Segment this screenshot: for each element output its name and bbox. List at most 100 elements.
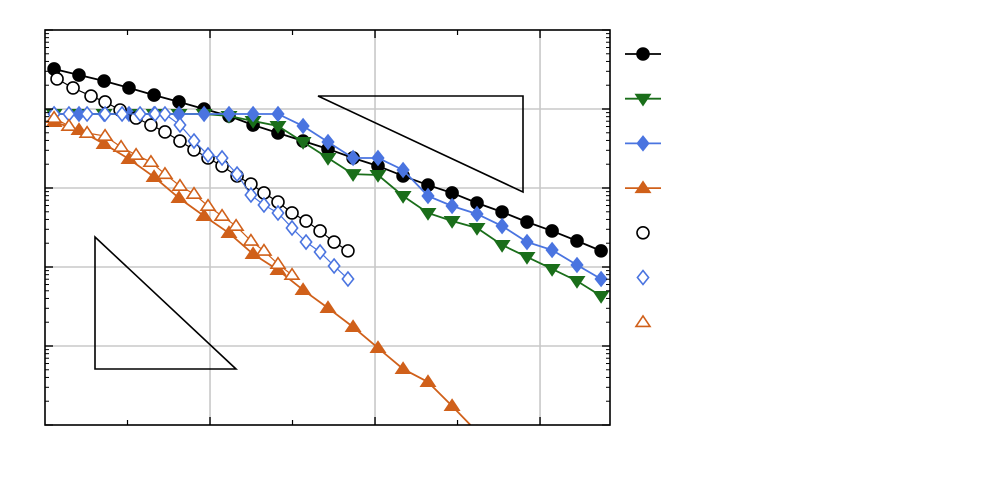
marker (570, 234, 584, 248)
marker (142, 154, 160, 168)
marker (443, 216, 461, 229)
slope-triangle (94, 235, 239, 370)
marker (227, 218, 245, 232)
marker (344, 319, 362, 332)
marker (215, 149, 229, 167)
marker (173, 116, 187, 134)
legend-marker (634, 93, 652, 107)
marker (419, 207, 437, 221)
marker (97, 74, 111, 88)
marker (170, 190, 188, 204)
marker (543, 263, 561, 277)
legend-marker (634, 314, 652, 328)
marker (468, 222, 486, 236)
marker (445, 197, 459, 215)
marker (95, 136, 113, 149)
marker (327, 235, 341, 249)
marker (80, 105, 94, 123)
marker (592, 290, 610, 304)
marker (396, 161, 410, 179)
marker (341, 270, 355, 288)
marker (299, 214, 313, 228)
marker (371, 149, 385, 167)
marker (96, 128, 114, 142)
marker (158, 125, 172, 139)
marker (195, 208, 213, 222)
marker (122, 81, 136, 95)
marker (187, 132, 201, 150)
marker (570, 256, 584, 274)
marker (158, 105, 172, 123)
legend-marker (636, 226, 650, 240)
marker (443, 398, 461, 411)
marker (470, 205, 484, 223)
marker (197, 105, 211, 123)
marker (199, 198, 217, 211)
marker (78, 125, 96, 138)
legend-marker (636, 135, 650, 152)
marker (171, 178, 189, 192)
marker (127, 147, 145, 160)
marker (271, 105, 285, 123)
marker (244, 186, 258, 204)
marker (222, 105, 236, 123)
marker (445, 186, 459, 200)
ticks (45, 29, 610, 426)
marker (173, 134, 187, 148)
marker (271, 204, 285, 222)
marker (419, 374, 437, 388)
marker (327, 257, 341, 275)
marker (321, 133, 335, 151)
marker (493, 239, 511, 253)
marker (344, 169, 362, 182)
marker (156, 166, 174, 180)
marker (50, 72, 64, 86)
marker (568, 275, 586, 289)
marker (66, 81, 80, 95)
marker (341, 244, 355, 258)
marker (133, 105, 147, 123)
marker (147, 88, 161, 102)
marker (257, 196, 271, 214)
marker (594, 270, 608, 288)
marker (213, 208, 231, 222)
marker (283, 267, 301, 281)
marker (346, 149, 360, 167)
marker (545, 224, 559, 238)
marker (84, 89, 98, 103)
marker (299, 233, 313, 251)
marker (520, 215, 534, 229)
marker (230, 165, 244, 183)
marker (112, 139, 130, 153)
marker (220, 225, 238, 239)
marker (285, 206, 299, 220)
marker (369, 170, 387, 183)
marker (72, 68, 86, 82)
marker (45, 110, 63, 124)
marker (201, 146, 215, 164)
marker (313, 224, 327, 238)
legend-marker (636, 47, 650, 61)
marker (319, 300, 337, 313)
marker (313, 243, 327, 261)
marker (594, 244, 608, 258)
marker (185, 186, 203, 200)
marker (495, 217, 509, 235)
marker (369, 340, 387, 353)
marker (255, 243, 273, 256)
plot-frame (44, 29, 611, 426)
marker (394, 361, 412, 374)
marker (520, 233, 534, 251)
slope-triangle (317, 95, 524, 194)
legend-marker (634, 180, 652, 194)
marker (285, 219, 299, 237)
marker (421, 187, 435, 205)
marker (518, 251, 536, 265)
marker (60, 118, 78, 132)
marker (495, 205, 509, 219)
marker (148, 105, 162, 123)
marker (294, 137, 312, 150)
marker (144, 118, 158, 132)
